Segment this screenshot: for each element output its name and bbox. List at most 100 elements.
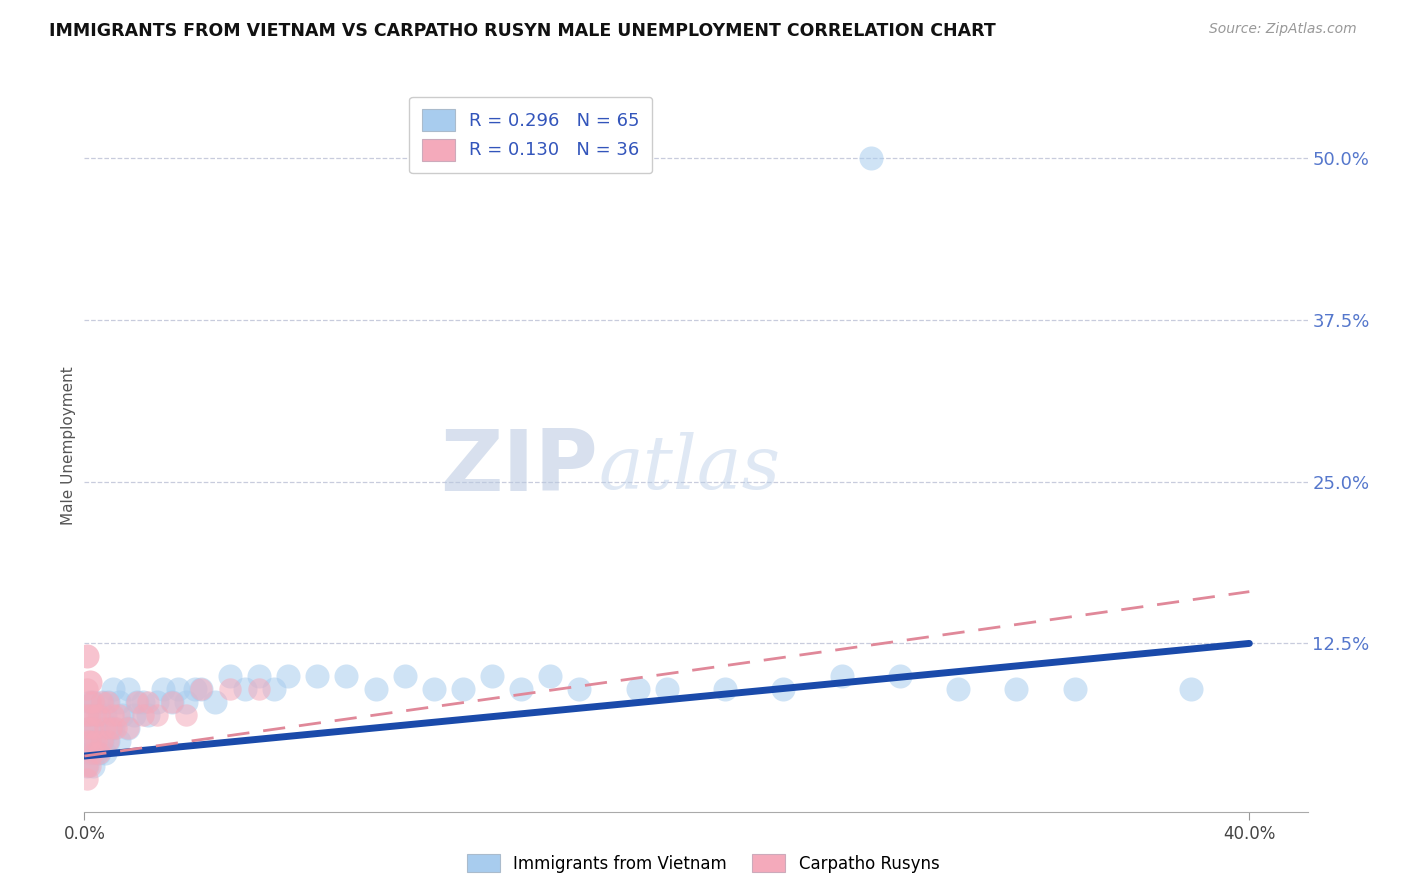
Point: [481, 669, 503, 683]
Point: [76, 759, 98, 773]
Point: [97, 733, 120, 747]
Point: [335, 669, 357, 683]
Point: [82, 695, 104, 709]
Point: [76, 721, 98, 735]
Point: [568, 681, 591, 696]
Point: [105, 721, 128, 735]
Point: [146, 707, 169, 722]
Point: [160, 695, 183, 709]
Point: [82, 747, 104, 761]
Point: [76, 707, 98, 722]
Point: [79, 695, 101, 709]
Point: [87, 707, 110, 722]
Point: [93, 747, 115, 761]
Point: [1063, 681, 1085, 696]
Point: [76, 681, 98, 696]
Point: [125, 695, 148, 709]
Point: [307, 669, 329, 683]
Point: [82, 759, 104, 773]
Point: [84, 707, 107, 722]
Point: [510, 681, 533, 696]
Point: [79, 675, 101, 690]
Point: [79, 733, 101, 747]
Point: [1180, 681, 1202, 696]
Text: atlas: atlas: [598, 432, 780, 504]
Legend: R = 0.296   N = 65, R = 0.130   N = 36: R = 0.296 N = 65, R = 0.130 N = 36: [409, 96, 652, 173]
Point: [103, 707, 125, 722]
Point: [174, 707, 197, 722]
Y-axis label: Male Unemployment: Male Unemployment: [60, 367, 76, 525]
Point: [831, 669, 853, 683]
Point: [79, 759, 101, 773]
Point: [76, 707, 98, 722]
Point: [93, 721, 115, 735]
Point: [219, 681, 242, 696]
Point: [82, 695, 104, 709]
Point: [190, 681, 212, 696]
Point: [655, 681, 678, 696]
Point: [714, 681, 737, 696]
Text: IMMIGRANTS FROM VIETNAM VS CARPATHO RUSYN MALE UNEMPLOYMENT CORRELATION CHART: IMMIGRANTS FROM VIETNAM VS CARPATHO RUSY…: [49, 22, 995, 40]
Point: [87, 747, 110, 761]
Point: [204, 695, 226, 709]
Point: [538, 669, 561, 683]
Point: [82, 733, 104, 747]
Point: [76, 649, 98, 664]
Point: [90, 733, 112, 747]
Point: [76, 733, 98, 747]
Point: [174, 695, 197, 709]
Point: [79, 721, 101, 735]
Point: [117, 681, 139, 696]
Point: [138, 707, 160, 722]
Point: [138, 695, 160, 709]
Point: [117, 721, 139, 735]
Point: [122, 707, 145, 722]
Point: [103, 721, 125, 735]
Point: [84, 747, 107, 761]
Point: [84, 733, 107, 747]
Point: [152, 681, 174, 696]
Point: [394, 669, 416, 683]
Point: [97, 695, 120, 709]
Point: [247, 669, 270, 683]
Point: [90, 695, 112, 709]
Legend: Immigrants from Vietnam, Carpatho Rusyns: Immigrants from Vietnam, Carpatho Rusyns: [460, 847, 946, 880]
Point: [889, 669, 911, 683]
Point: [108, 695, 131, 709]
Point: [146, 695, 169, 709]
Point: [79, 695, 101, 709]
Point: [117, 721, 139, 735]
Point: [125, 695, 148, 709]
Point: [90, 695, 112, 709]
Point: [166, 681, 188, 696]
Point: [131, 695, 153, 709]
Point: [108, 707, 131, 722]
Point: [627, 681, 650, 696]
Point: [263, 681, 285, 696]
Point: [423, 681, 446, 696]
Point: [103, 681, 125, 696]
Point: [233, 681, 256, 696]
Point: [277, 669, 299, 683]
Point: [87, 747, 110, 761]
Point: [247, 681, 270, 696]
Point: [946, 681, 969, 696]
Point: [160, 695, 183, 709]
Point: [131, 707, 153, 722]
Point: [84, 721, 107, 735]
Point: [87, 707, 110, 722]
Point: [219, 669, 242, 683]
Point: [364, 681, 387, 696]
Point: [1005, 681, 1028, 696]
Point: [772, 681, 794, 696]
Point: [97, 695, 120, 709]
Point: [100, 721, 122, 735]
Point: [79, 707, 101, 722]
Point: [76, 772, 98, 787]
Point: [93, 707, 115, 722]
Point: [190, 681, 212, 696]
Point: [79, 747, 101, 761]
Point: [82, 721, 104, 735]
Point: [184, 681, 207, 696]
Text: ZIP: ZIP: [440, 426, 598, 509]
